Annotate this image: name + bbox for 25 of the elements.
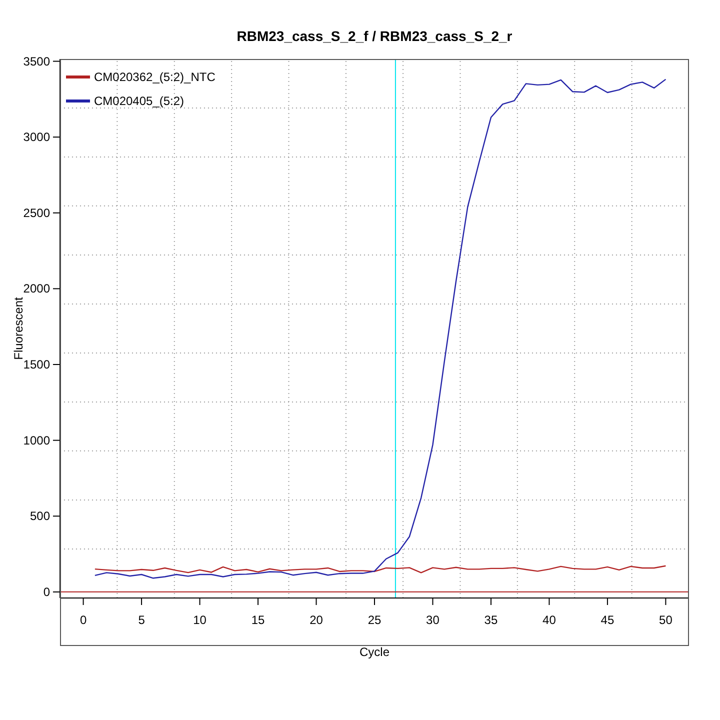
legend-label: CM020362_(5:2)_NTC <box>94 70 216 84</box>
y-tick-label: 2000 <box>23 282 50 296</box>
y-tick-label: 0 <box>43 584 50 599</box>
x-tick-label: 15 <box>251 613 266 627</box>
x-tick-label: 35 <box>484 613 498 627</box>
x-tick-label: 0 <box>80 613 87 627</box>
x-tick-label: 30 <box>426 613 440 627</box>
x-tick-label: 45 <box>600 613 614 627</box>
x-tick-label: 50 <box>659 613 673 627</box>
y-tick-label: 500 <box>30 509 50 524</box>
y-tick-label: 2500 <box>23 206 50 220</box>
y-tick-label: 1500 <box>23 358 50 372</box>
x-axis-title: Cycle <box>359 645 390 659</box>
y-tick-label: 1000 <box>23 433 50 448</box>
x-tick-label: 20 <box>310 613 324 627</box>
x-tick-label: 5 <box>138 613 146 627</box>
y-axis-title: Fluorescent <box>11 296 26 360</box>
x-tick-label: 40 <box>542 613 556 627</box>
line-series <box>94 565 666 574</box>
x-tick-label: 10 <box>193 613 207 627</box>
x-tick-label: 25 <box>368 613 382 627</box>
chart-title: RBM23_cass_S_2_f / RBM23_cass_S_2_r <box>236 28 514 44</box>
y-tick-label: 3500 <box>23 54 50 68</box>
legend-label: CM020405_(5:2) <box>94 94 184 108</box>
y-tick-label: 3000 <box>23 130 50 144</box>
